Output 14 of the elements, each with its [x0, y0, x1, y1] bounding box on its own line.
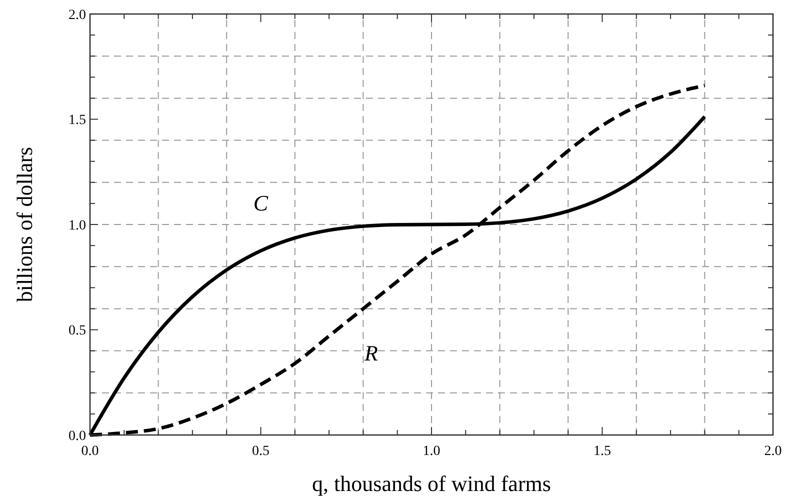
x-tick-label: 1.0 — [422, 444, 440, 459]
x-axis-title: q, thousands of wind farms — [312, 471, 551, 496]
x-tick-label: 0.5 — [252, 444, 270, 459]
x-tick-label: 2.0 — [764, 444, 782, 459]
y-tick-label: 1.5 — [68, 113, 86, 128]
y-tick-label: 2.0 — [68, 8, 86, 23]
x-tick-label: 1.5 — [594, 444, 611, 459]
y-tick-label: 0.0 — [68, 428, 86, 444]
x-tick-label: 0.0 — [81, 444, 99, 459]
y-tick-label: 0.5 — [68, 324, 86, 339]
y-axis-title: billions of dollars — [12, 146, 37, 302]
y-tick-label: 1.0 — [68, 218, 86, 234]
series-label: C — [253, 190, 268, 216]
series-label: R — [363, 340, 378, 366]
